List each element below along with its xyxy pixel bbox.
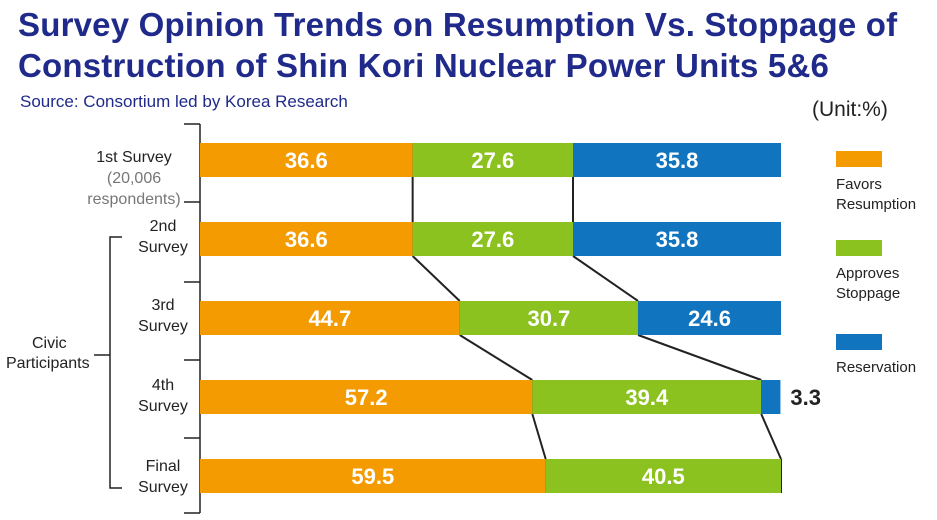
row-label-2nd-survey-line-1: 2nd xyxy=(149,218,177,235)
bar-4th-survey-approves-stoppage xyxy=(532,380,762,414)
connector-3rd-survey-to-4th-survey-1 xyxy=(459,334,533,381)
bar-2nd-survey-favors-resumption xyxy=(200,222,413,256)
row-label-4th-survey-line-1: 4th xyxy=(151,377,175,394)
bar-1st-survey-reservation xyxy=(573,143,781,177)
value-label-2nd-survey-favors-resumption: 36.6 xyxy=(285,227,328,252)
legend-item-approves-stoppage: Approves Stoppage xyxy=(836,240,936,304)
legend-swatch-reservation xyxy=(836,334,882,350)
legend-swatch-favors-resumption xyxy=(836,151,882,167)
row-label-final-survey-line-1: Final xyxy=(145,458,181,475)
value-label-3rd-survey-favors-resumption: 44.7 xyxy=(308,306,351,331)
chart-title: Survey Opinion Trends on Resumption Vs. … xyxy=(18,4,928,86)
row-label-2nd-survey-line-2: Survey xyxy=(138,239,188,256)
legend-label-reservation: Reservation xyxy=(836,359,917,376)
connector-3rd-survey-to-4th-survey-2 xyxy=(637,334,762,381)
value-label-1st-survey-favors-resumption: 36.6 xyxy=(285,148,328,173)
value-label-4th-survey-approves-stoppage: 39.4 xyxy=(625,385,669,410)
row-label-3rd-survey-line-2: Survey xyxy=(138,318,188,335)
connector-4th-survey-to-final-survey-1 xyxy=(531,413,547,460)
value-label-final-survey-approves-stoppage: 40.5 xyxy=(642,464,685,489)
value-label-2nd-survey-reservation: 35.8 xyxy=(656,227,699,252)
bar-layer xyxy=(200,143,781,493)
chart-title-line-1: Survey Opinion Trends on Resumption Vs. … xyxy=(18,6,898,43)
value-label-final-survey-favors-resumption: 59.5 xyxy=(351,464,394,489)
chart-source: Source: Consortium led by Korea Research xyxy=(20,92,348,111)
value-label-1st-survey-reservation: 35.8 xyxy=(656,148,699,173)
value-label-3rd-survey-approves-stoppage: 30.7 xyxy=(527,306,570,331)
bar-3rd-survey-favors-resumption xyxy=(200,301,460,335)
row-label-4th-survey-line-2: Survey xyxy=(138,398,188,415)
chart-title-line-2: Construction of Shin Kori Nuclear Power … xyxy=(18,47,830,84)
value-label-3rd-survey-reservation: 24.6 xyxy=(688,306,731,331)
bar-2nd-survey-approves-stoppage xyxy=(412,222,574,256)
bar-4th-survey-favors-resumption xyxy=(200,380,533,414)
row-label-2nd-survey: 2nd Survey xyxy=(118,216,208,258)
unit-label: (Unit:%) xyxy=(812,98,888,121)
axis-layer xyxy=(94,123,201,514)
bar-4th-survey-reservation xyxy=(761,380,781,414)
civic-participants-bracket xyxy=(109,236,122,489)
value-label-1st-survey-approves-stoppage: 27.6 xyxy=(471,148,514,173)
bar-1st-survey-approves-stoppage xyxy=(412,143,574,177)
bar-3rd-survey-approves-stoppage xyxy=(459,301,639,335)
bar-1st-survey-favors-resumption xyxy=(200,143,413,177)
connector-2nd-survey-to-3rd-survey-1 xyxy=(411,255,461,302)
value-label-layer: 36.6 27.6 35.8 36.6 27.6 35.8 44.7 30.7 24.6 57.2… xyxy=(285,148,821,489)
row-label-1st-survey-line-1: 1st Survey xyxy=(96,149,172,166)
group-label-line-1: Civic xyxy=(32,335,67,352)
row-label-3rd-survey: 3rd Survey xyxy=(118,295,208,337)
row-label-1st-survey-line-2: (20,006 xyxy=(106,170,162,187)
row-label-4th-survey: 4th Survey xyxy=(118,375,208,417)
legend-swatch-approves-stoppage xyxy=(836,240,882,256)
value-label-2nd-survey-approves-stoppage: 27.6 xyxy=(471,227,514,252)
row-label-final-survey-line-2: Survey xyxy=(138,479,188,496)
value-label-4th-survey-reservation: 3.3 xyxy=(790,385,821,410)
bar-final-survey-approves-stoppage xyxy=(545,459,781,493)
legend-label-favors-resumption: Favors Resumption xyxy=(836,176,917,213)
legend-item-favors-resumption: Favors Resumption xyxy=(836,151,936,215)
group-label-civic-participants: Civic Participants xyxy=(6,334,106,374)
value-label-4th-survey-favors-resumption: 57.2 xyxy=(345,385,388,410)
row-label-final-survey: Final Survey xyxy=(118,456,208,498)
connector-4th-survey-to-final-survey-2 xyxy=(760,413,782,460)
legend-label-approves-stoppage: Approves Stoppage xyxy=(836,265,901,302)
bar-2nd-survey-reservation xyxy=(573,222,781,256)
group-label-line-2: Participants xyxy=(6,355,90,372)
bar-3rd-survey-reservation xyxy=(638,301,781,335)
row-label-1st-survey: 1st Survey (20,006 respondents) xyxy=(64,147,204,210)
connector-2nd-survey-to-3rd-survey-2 xyxy=(572,255,639,302)
row-label-1st-survey-line-3: respondents) xyxy=(87,191,181,208)
row-label-3rd-survey-line-1: 3rd xyxy=(151,297,175,314)
legend-item-reservation: Reservation xyxy=(836,334,936,378)
bar-final-survey-favors-resumption xyxy=(200,459,546,493)
